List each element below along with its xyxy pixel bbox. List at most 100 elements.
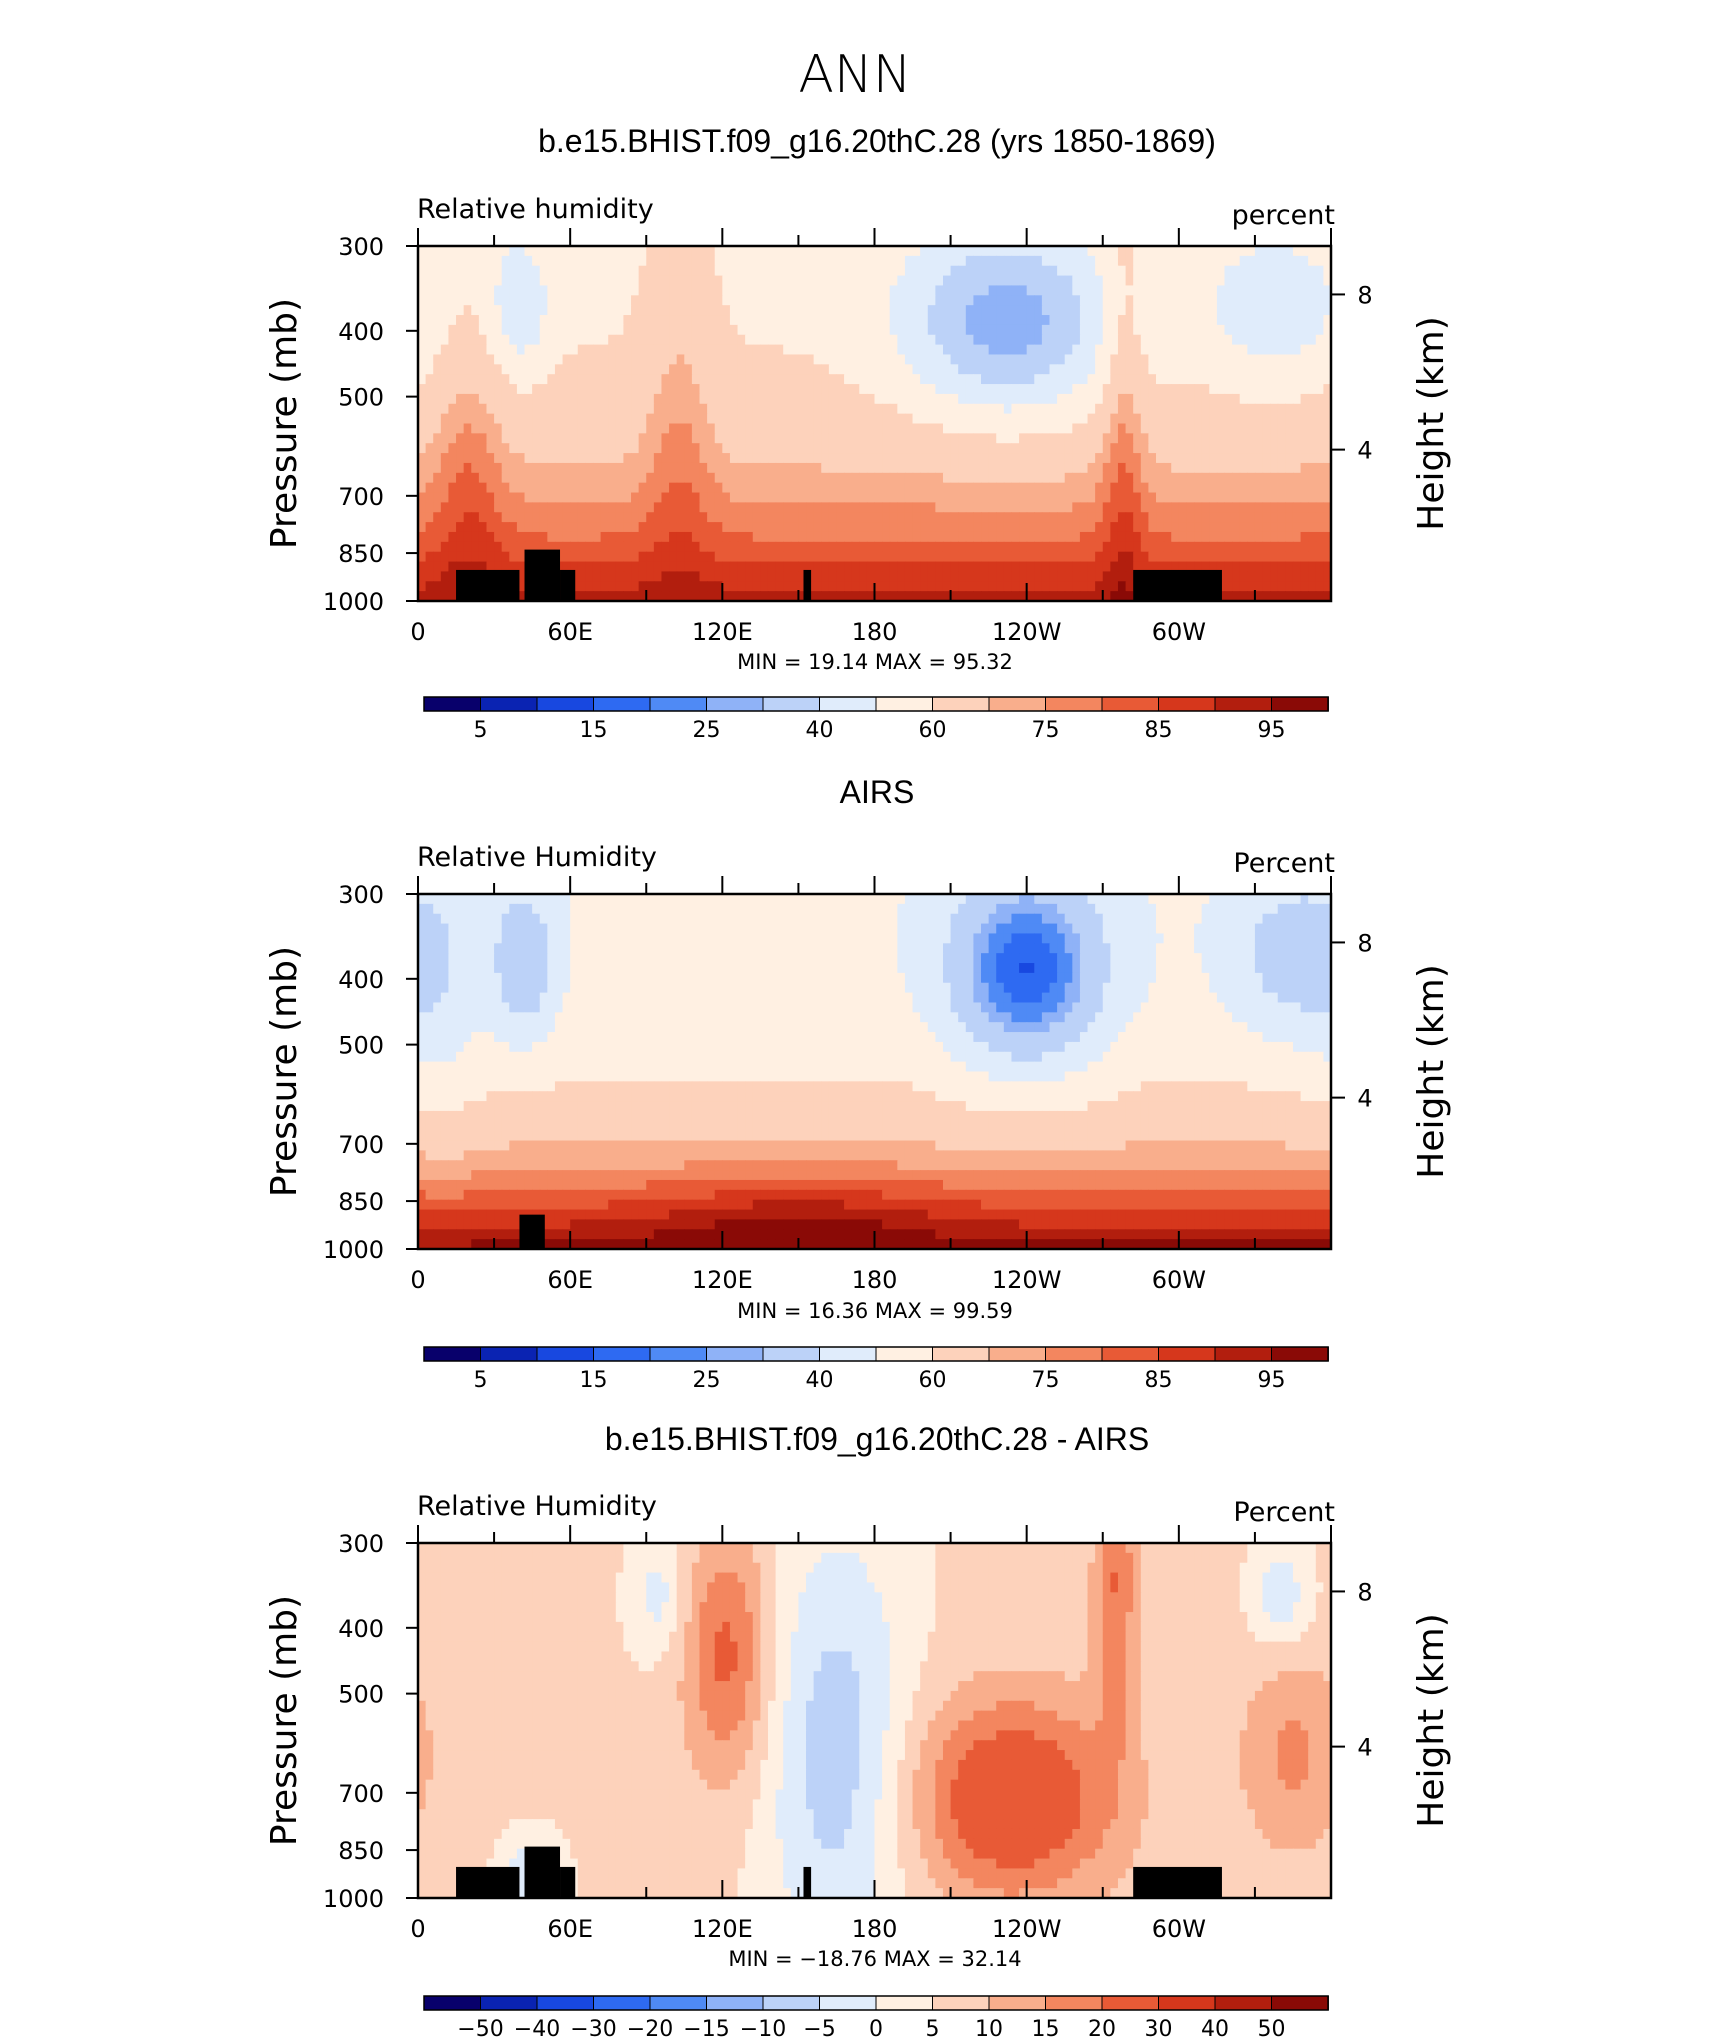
field-cell — [1262, 512, 1271, 523]
field-cell — [577, 433, 586, 444]
field-cell — [1292, 913, 1302, 925]
field-cell — [539, 246, 548, 257]
field-cell — [1072, 462, 1081, 474]
field-cell — [988, 354, 997, 365]
field-cell — [478, 315, 488, 326]
field-cell — [1057, 393, 1066, 405]
field-cell — [1095, 285, 1104, 296]
field-cell — [950, 393, 959, 405]
field-cell — [585, 482, 594, 494]
field-cell — [615, 315, 625, 326]
field-cell — [653, 433, 663, 444]
field-cell — [600, 344, 609, 356]
field-cell — [433, 315, 442, 326]
field-cell — [638, 913, 647, 925]
field-cell — [1277, 462, 1286, 474]
field-cell — [631, 894, 640, 905]
field-cell — [950, 334, 959, 346]
field-cell — [752, 334, 761, 346]
field-cell — [1026, 433, 1035, 444]
field-cell — [775, 315, 784, 326]
field-cell — [729, 265, 739, 277]
field-cell — [1247, 472, 1256, 484]
field-cell — [707, 315, 716, 326]
field-cell — [775, 443, 784, 454]
field-cell — [821, 933, 830, 944]
field-cell — [707, 492, 716, 503]
field-cell — [425, 315, 434, 326]
field-cell — [494, 344, 503, 356]
field-cell — [897, 364, 906, 375]
field-cell — [882, 462, 891, 474]
field-cell — [669, 472, 678, 484]
field-cell — [729, 903, 739, 915]
field-cell — [760, 531, 769, 543]
field-cell — [631, 275, 640, 287]
field-cell — [1087, 551, 1096, 563]
field-cell — [463, 255, 472, 267]
field-cell — [859, 354, 868, 365]
field-cell — [775, 482, 784, 494]
field-cell — [1057, 591, 1066, 602]
field-cell — [1026, 403, 1035, 415]
field-cell — [1209, 384, 1218, 395]
field-cell — [988, 923, 997, 935]
field-cell — [927, 295, 936, 306]
field-cell — [440, 541, 450, 553]
field-cell — [760, 482, 769, 494]
field-cell — [1125, 933, 1134, 944]
field-cell — [1239, 903, 1248, 915]
field-cell — [889, 295, 898, 306]
field-cell — [882, 305, 891, 316]
field-cell — [433, 393, 442, 405]
variable-label: Relative Humidity — [417, 842, 657, 873]
field-cell — [1148, 453, 1157, 464]
field-cell — [463, 413, 472, 425]
field-cell — [554, 255, 564, 267]
field-cell — [600, 305, 609, 316]
field-cell — [996, 354, 1005, 365]
field-cell — [471, 384, 480, 395]
field-cell — [1308, 531, 1317, 543]
field-cell — [1049, 354, 1058, 365]
field-cell — [669, 315, 678, 326]
field-cell — [486, 334, 495, 346]
field-cell — [729, 324, 739, 336]
field-cell — [532, 541, 541, 553]
field-cell — [714, 433, 723, 444]
field-cell — [638, 393, 647, 405]
field-cell — [1087, 502, 1096, 513]
field-cell — [1140, 443, 1149, 454]
colorbar-frame — [423, 696, 1329, 712]
field-cell — [813, 364, 822, 375]
field-cell — [509, 541, 518, 553]
field-cell — [882, 512, 891, 523]
field-cell — [722, 561, 731, 573]
field-cell — [1041, 522, 1051, 533]
field-cell — [806, 522, 815, 533]
field-cell — [1064, 393, 1073, 405]
field-cell — [547, 384, 556, 395]
field-cell — [1315, 531, 1324, 543]
field-cell — [646, 492, 655, 503]
field-cell — [714, 894, 723, 905]
field-cell — [1216, 413, 1226, 425]
field-cell — [1011, 275, 1020, 287]
field-cell — [1117, 334, 1127, 346]
field-cell — [1232, 305, 1241, 316]
field-cell — [1087, 403, 1096, 415]
field-cell — [950, 413, 959, 425]
field-cell — [897, 443, 906, 454]
field-cell — [1019, 531, 1028, 543]
field-cell — [775, 894, 784, 905]
field-cell — [691, 285, 701, 296]
field-cell — [1156, 413, 1165, 425]
field-cell — [646, 561, 655, 573]
field-cell — [745, 403, 754, 415]
field-cell — [1254, 581, 1264, 592]
field-cell — [745, 334, 754, 346]
field-cell — [1270, 334, 1279, 346]
field-cell — [844, 462, 853, 474]
field-cell — [646, 512, 655, 523]
field-cell — [965, 315, 975, 326]
